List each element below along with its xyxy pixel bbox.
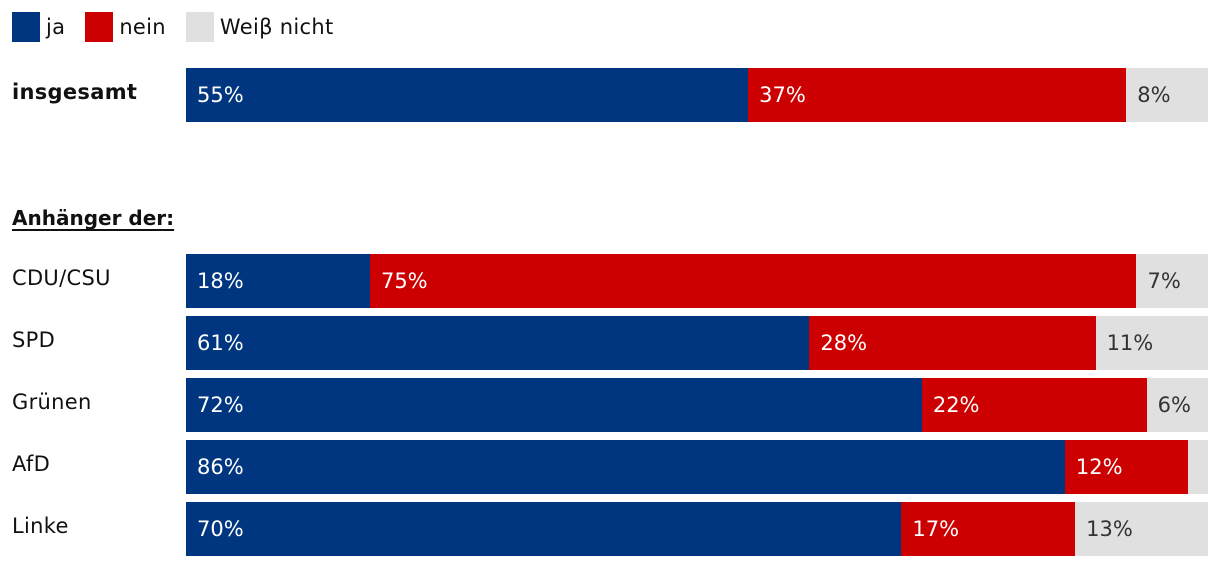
bar-segment-spd-weiss-nicht: 11% [1095,316,1208,370]
data-label-insgesamt-weiss-nicht: 8% [1137,83,1171,107]
legend-item-ja: ja [12,12,65,42]
bar-gruenen: 72% 22% 6% [186,378,1208,432]
data-label-spd-weiss-nicht: 11% [1106,331,1154,355]
bar-segment-insgesamt-weiss-nicht: 8% [1126,68,1208,122]
bar-segment-spd-ja: 61% [186,316,810,370]
bar-segment-afd-weiss-nicht [1187,440,1208,494]
legend-label-nein: nein [119,15,166,39]
data-label-gruenen-weiss-nicht: 6% [1157,393,1191,417]
row-label-afd: AfD [12,452,51,476]
legend-label-weiss-nicht: Weiβ nicht [219,15,334,39]
legend: ja nein Weiβ nicht [12,12,354,42]
bar-segment-afd-nein: 12% [1064,440,1188,494]
data-label-spd-ja: 61% [197,331,244,355]
data-label-afd-nein: 12% [1075,455,1123,479]
bar-segment-spd-nein: 28% [809,316,1096,370]
data-label-linke-weiss-nicht: 13% [1086,517,1133,541]
bar-afd: 86% 12% [186,440,1208,494]
bar-segment-insgesamt-nein: 37% [748,68,1127,122]
bar-segment-cdu-csu-weiss-nicht: 7% [1136,254,1208,308]
legend-swatch-nein [85,12,114,42]
row-label-gruenen: Grünen [12,390,92,414]
bar-segment-linke-weiss-nicht: 13% [1075,502,1208,556]
row-label-linke: Linke [12,514,69,538]
data-label-insgesamt-nein: 37% [759,83,806,107]
data-label-afd-ja: 86% [197,455,244,479]
data-label-cdu-csu-weiss-nicht: 7% [1147,269,1181,293]
data-label-insgesamt-ja: 55% [197,83,244,107]
data-label-linke-ja: 70% [197,517,244,541]
bar-segment-cdu-csu-ja: 18% [186,254,370,308]
bar-segment-afd-ja: 86% [186,440,1065,494]
data-label-cdu-csu-nein: 75% [380,269,428,293]
bar-linke: 70% 17% 13% [186,502,1208,556]
bar-segment-gruenen-nein: 22% [921,378,1147,432]
bar-cdu-csu: 18% 75% 7% [186,254,1208,308]
row-label-spd: SPD [12,328,56,352]
legend-item-weiss-nicht: Weiβ nicht [185,12,334,42]
data-label-gruenen-nein: 22% [932,393,980,417]
data-label-linke-nein: 17% [912,517,960,541]
legend-swatch-weiss-nicht [185,12,214,42]
bar-segment-cdu-csu-nein: 75% [369,254,1137,308]
data-label-gruenen-ja: 72% [197,393,244,417]
bar-segment-gruenen-weiss-nicht: 6% [1146,378,1208,432]
legend-label-ja: ja [46,15,66,39]
bar-segment-linke-nein: 17% [901,502,1076,556]
data-label-spd-nein: 28% [820,331,868,355]
bar-segment-gruenen-ja: 72% [186,378,922,432]
legend-swatch-ja [12,12,40,42]
bar-segment-insgesamt-ja: 55% [186,68,749,122]
row-label-cdu-csu: CDU/CSU [12,266,111,290]
data-label-cdu-csu-ja: 18% [197,269,244,293]
bar-segment-linke-ja: 70% [186,502,902,556]
bar-spd: 61% 28% 11% [186,316,1208,370]
row-label-insgesamt: insgesamt [12,80,138,104]
legend-item-nein: nein [85,12,166,42]
section-heading: Anhänger der: [12,206,175,230]
bar-insgesamt: 55% 37% 8% [186,68,1208,122]
